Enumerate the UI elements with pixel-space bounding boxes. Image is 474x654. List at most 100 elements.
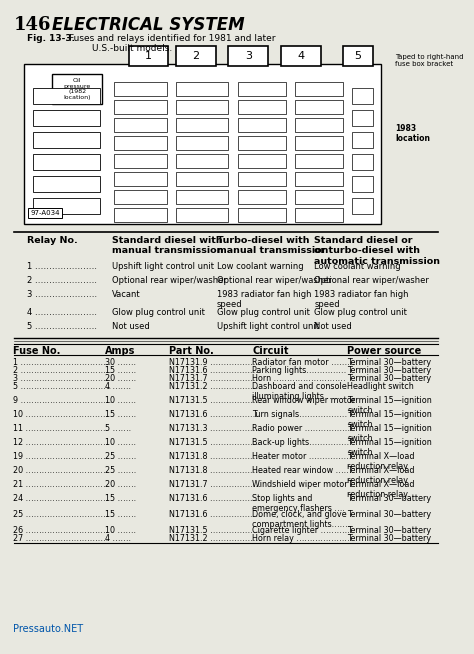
Bar — [176, 154, 228, 168]
Text: 30 …….: 30 ……. — [105, 358, 136, 367]
Text: 4: 4 — [297, 51, 304, 61]
Bar — [352, 88, 373, 104]
Bar — [176, 172, 228, 186]
Text: 10 ………………………….: 10 …………………………. — [13, 410, 109, 419]
Text: 11 ………………………….: 11 …………………………. — [13, 424, 109, 433]
Text: Amps: Amps — [105, 346, 135, 356]
Text: ELECTRICAL SYSTEM: ELECTRICAL SYSTEM — [52, 16, 245, 34]
Text: Terminal 30—battery: Terminal 30—battery — [347, 366, 432, 375]
Text: Cigarette lighter …………: Cigarette lighter ………… — [252, 526, 353, 535]
Text: Not used: Not used — [112, 322, 150, 331]
Text: Not used: Not used — [314, 322, 352, 331]
Bar — [352, 132, 373, 148]
Text: 2: 2 — [192, 51, 200, 61]
Text: Heated rear window …….: Heated rear window ……. — [252, 466, 355, 475]
Bar — [295, 100, 343, 114]
Text: 20 …….: 20 ……. — [105, 374, 136, 383]
Bar — [114, 136, 166, 150]
Text: N17131.5 ……………….: N17131.5 ………………. — [169, 438, 261, 447]
Bar — [24, 64, 381, 224]
Text: Fuses and relays identified for 1981 and later
        U.S.-built models.: Fuses and relays identified for 1981 and… — [69, 34, 275, 54]
Text: 10 …….: 10 ……. — [105, 438, 136, 447]
Text: Standard diesel with
manual transmission: Standard diesel with manual transmission — [112, 236, 224, 256]
Bar — [295, 190, 343, 204]
Text: Oil
pressure
(1982
location): Oil pressure (1982 location) — [64, 78, 91, 100]
Text: Glow plug control unit: Glow plug control unit — [112, 308, 205, 317]
Text: 15 …….: 15 ……. — [105, 410, 136, 419]
Bar — [238, 136, 286, 150]
Text: Power source: Power source — [347, 346, 422, 356]
Bar — [52, 74, 102, 104]
Text: 1983 radiator fan high
speed: 1983 radiator fan high speed — [314, 290, 409, 309]
Text: Dome, clock, and glove
compartment lights…….: Dome, clock, and glove compartment light… — [252, 510, 350, 529]
Bar — [295, 208, 343, 222]
Text: Low coolant warning: Low coolant warning — [217, 262, 304, 271]
Text: Terminal 15—ignition
switch: Terminal 15—ignition switch — [347, 438, 432, 457]
Bar — [33, 198, 100, 214]
Text: Terminal 30—battery: Terminal 30—battery — [347, 534, 432, 543]
Bar — [33, 110, 100, 126]
Text: Stop lights and
emergency flashers ….: Stop lights and emergency flashers …. — [252, 494, 345, 513]
Text: N17131.8 ……………….: N17131.8 ………………. — [169, 452, 261, 461]
Text: 97-A034: 97-A034 — [30, 210, 60, 216]
Bar — [176, 208, 228, 222]
Text: N17131.2 ……………….: N17131.2 ………………. — [169, 382, 261, 391]
Bar — [343, 46, 373, 66]
Bar — [176, 190, 228, 204]
Text: 3 …………………………….: 3 ……………………………. — [13, 374, 111, 383]
Text: Terminal 30—battery: Terminal 30—battery — [347, 374, 432, 383]
Text: Terminal 30—battery: Terminal 30—battery — [347, 358, 432, 367]
Text: N17131.2 ……………….: N17131.2 ………………. — [169, 534, 261, 543]
Text: Terminal 15—ignition
switch: Terminal 15—ignition switch — [347, 424, 432, 443]
Text: Back-up lights……………: Back-up lights…………… — [252, 438, 349, 447]
Text: 9 …………………………….: 9 ……………………………. — [13, 396, 111, 405]
Bar — [114, 82, 166, 96]
Text: Windshield wiper motor …: Windshield wiper motor … — [252, 480, 358, 489]
Text: Terminal X—load
reduction relay: Terminal X—load reduction relay — [347, 466, 415, 485]
Text: 1983 radiator fan high
speed: 1983 radiator fan high speed — [217, 290, 311, 309]
Bar — [33, 154, 100, 170]
Text: Horn relay …………………: Horn relay ………………… — [252, 534, 353, 543]
Text: Optional rear wiper/washer: Optional rear wiper/washer — [217, 276, 332, 285]
Bar — [176, 82, 228, 96]
Text: N17131.6 ……………….: N17131.6 ………………. — [169, 494, 261, 503]
Bar — [114, 118, 166, 132]
Text: Low coolant warning: Low coolant warning — [314, 262, 401, 271]
Bar — [114, 100, 166, 114]
Bar — [352, 176, 373, 192]
Text: Optional rear wiper/washer: Optional rear wiper/washer — [112, 276, 227, 285]
Text: Pressauto.NET: Pressauto.NET — [13, 624, 83, 634]
Text: 25 ………………………….: 25 …………………………. — [13, 510, 109, 519]
Text: Upshift light control unit: Upshift light control unit — [217, 322, 319, 331]
Text: 2 …………………………….: 2 ……………………………. — [13, 366, 111, 375]
Text: 3: 3 — [245, 51, 252, 61]
Bar — [176, 46, 216, 66]
Bar — [114, 208, 166, 222]
Text: 10 …….: 10 ……. — [105, 396, 136, 405]
Text: 15 …….: 15 ……. — [105, 494, 136, 503]
Text: N17131.5 ……………….: N17131.5 ………………. — [169, 396, 261, 405]
Text: 20 ………………………….: 20 …………………………. — [13, 466, 109, 475]
Text: N17131.6 ……………….: N17131.6 ………………. — [169, 410, 261, 419]
Bar — [238, 190, 286, 204]
Text: 4 …….: 4 ……. — [105, 534, 131, 543]
Text: Part No.: Part No. — [169, 346, 214, 356]
Text: 2 ………………….: 2 …………………. — [27, 276, 97, 285]
Text: 1983
location: 1983 location — [395, 124, 430, 143]
Bar — [295, 136, 343, 150]
Text: Heater motor …………….: Heater motor ……………. — [252, 452, 352, 461]
Text: Dashboard and console
illuminating lights …….: Dashboard and console illuminating light… — [252, 382, 347, 402]
Text: Horn ………………………: Horn ……………………… — [252, 374, 346, 383]
Text: N17131.8 ……………….: N17131.8 ………………. — [169, 466, 261, 475]
Text: Taped to right-hand
fuse box bracket: Taped to right-hand fuse box bracket — [395, 54, 464, 67]
Bar — [238, 82, 286, 96]
Text: Standard diesel or
or turbo-diesel with
automatic transmission: Standard diesel or or turbo-diesel with … — [314, 236, 440, 266]
Text: 21 ………………………….: 21 …………………………. — [13, 480, 109, 489]
Bar — [228, 46, 268, 66]
Bar — [238, 100, 286, 114]
Text: Terminal 15—ignition
switch: Terminal 15—ignition switch — [347, 396, 432, 415]
Text: 3 ………………….: 3 …………………. — [27, 290, 97, 299]
Text: Fuse No.: Fuse No. — [13, 346, 61, 356]
Bar — [352, 198, 373, 214]
Bar — [238, 118, 286, 132]
